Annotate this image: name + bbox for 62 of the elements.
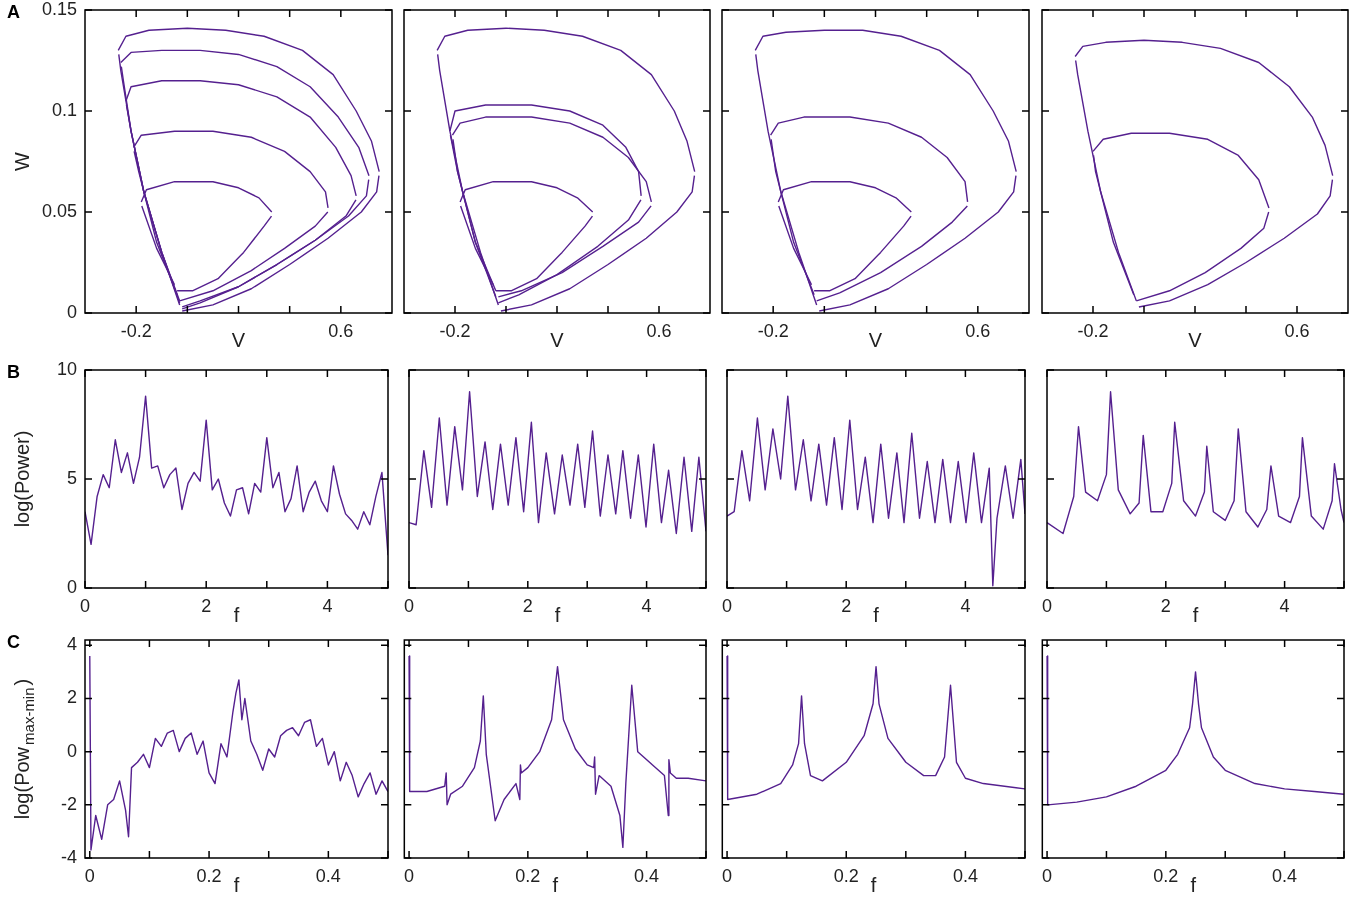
x-tick-label: 0	[404, 865, 415, 886]
x-axis-title: f	[1192, 603, 1199, 626]
x-tick-label: 4	[322, 595, 333, 616]
x-axis-title: V	[550, 328, 565, 351]
y-axis-title: log(Power)	[10, 430, 33, 528]
x-tick-label: 0	[1042, 595, 1053, 616]
x-tick-label: -0.2	[757, 320, 789, 341]
y-tick-label: -2	[60, 793, 77, 814]
x-axis-title: f	[1190, 873, 1197, 896]
x-tick-label: 0.6	[328, 320, 354, 341]
y-axis-title: W	[10, 151, 33, 171]
y-tick-label: 4	[66, 634, 77, 655]
x-tick-label: -0.2	[120, 320, 152, 341]
y-tick-label: 0.15	[41, 0, 77, 19]
x-tick-label: 0.4	[634, 865, 660, 886]
x-tick-label: 2	[841, 595, 852, 616]
x-tick-label: 0.6	[1284, 320, 1310, 341]
y-tick-label: 5	[66, 467, 77, 488]
text: A	[7, 1, 20, 22]
y-tick-label: 0	[66, 576, 77, 597]
y-tick-label: 0.05	[41, 200, 77, 221]
y-tick-label: 0	[66, 740, 77, 761]
x-tick-label: 0.2	[833, 865, 859, 886]
x-axis-title: f	[233, 603, 240, 626]
x-tick-label: 0.2	[196, 865, 222, 886]
x-tick-label: 0	[84, 865, 95, 886]
x-tick-label: 0.2	[1153, 865, 1179, 886]
x-tick-label: 4	[960, 595, 971, 616]
x-tick-label: 0.6	[646, 320, 672, 341]
x-tick-label: 0.2	[515, 865, 541, 886]
x-axis-title: f	[554, 603, 561, 626]
x-tick-label: 0	[79, 595, 91, 616]
x-axis-title: f	[870, 873, 877, 896]
x-tick-label: -0.2	[439, 320, 471, 341]
x-axis-title: f	[552, 873, 559, 896]
y-tick-label: 2	[66, 687, 77, 708]
y-axis-title: log(Powmax-min)	[10, 678, 38, 820]
x-axis-title: V	[231, 328, 246, 351]
x-tick-label: 4	[1279, 595, 1290, 616]
x-axis-title: f	[873, 603, 880, 626]
y-tick-label: 10	[56, 358, 77, 379]
x-tick-label: 2	[522, 595, 533, 616]
x-axis-title: V	[868, 328, 883, 351]
x-tick-label: 0.4	[315, 865, 341, 886]
y-tick-label: 0.1	[51, 99, 77, 120]
x-tick-label: 2	[201, 595, 212, 616]
x-tick-label: 0	[722, 865, 733, 886]
x-tick-label: 2	[1160, 595, 1171, 616]
x-tick-label: 0	[722, 595, 733, 616]
x-axis-title: V	[1188, 328, 1203, 351]
x-axis-title: f	[233, 873, 240, 896]
x-tick-label: 0.4	[952, 865, 978, 886]
text: B	[7, 361, 20, 382]
x-tick-label: 0.6	[965, 320, 991, 341]
x-tick-label: 0	[1042, 865, 1053, 886]
y-tick-label: 0	[66, 301, 77, 322]
y-tick-label: -4	[60, 846, 77, 867]
x-tick-label: 0.4	[1272, 865, 1298, 886]
text: C	[7, 631, 20, 652]
x-tick-label: 0	[404, 595, 415, 616]
x-tick-label: 4	[641, 595, 652, 616]
x-tick-label: -0.2	[1077, 320, 1109, 341]
